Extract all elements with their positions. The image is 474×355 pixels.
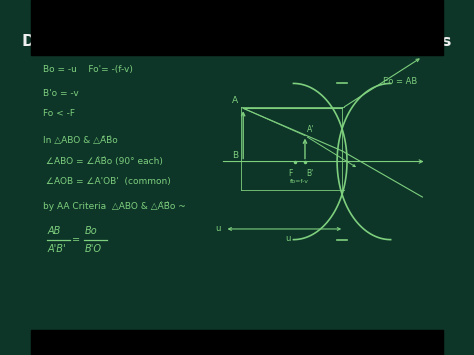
Text: by AA Criteria  △ABO & △ÂB̂o ~: by AA Criteria △ABO & △ÂB̂o ~ bbox=[44, 202, 186, 211]
Text: Fo < -F: Fo < -F bbox=[44, 109, 75, 118]
Text: Derivation of Lens Formula using Concave Lens: Derivation of Lens Formula using Concave… bbox=[22, 34, 452, 49]
Text: A: A bbox=[232, 97, 238, 105]
Text: ∠ABO = ∠ÂB̂o (90° each): ∠ABO = ∠ÂB̂o (90° each) bbox=[44, 157, 163, 166]
Text: AB: AB bbox=[47, 226, 61, 236]
Text: u: u bbox=[285, 234, 290, 243]
Text: B'o = -v: B'o = -v bbox=[44, 88, 79, 98]
Text: B': B' bbox=[306, 169, 313, 178]
Text: Bo = -u    Fo'= -(f-v): Bo = -u Fo'= -(f-v) bbox=[44, 65, 133, 74]
Text: Eo = AB: Eo = AB bbox=[383, 77, 417, 86]
Text: F: F bbox=[288, 169, 292, 178]
Bar bbox=[31, 330, 443, 355]
Bar bbox=[31, 0, 443, 55]
Text: A'B': A'B' bbox=[47, 244, 66, 253]
Text: u: u bbox=[215, 224, 220, 234]
Text: Bo: Bo bbox=[84, 226, 97, 236]
Text: B'O: B'O bbox=[84, 244, 101, 253]
Text: ∠AOB = ∠A'OB'  (common): ∠AOB = ∠A'OB' (common) bbox=[44, 176, 171, 186]
Text: B: B bbox=[232, 151, 238, 160]
Text: fb=f-v: fb=f-v bbox=[291, 179, 310, 184]
Text: In △ABO & △ÂB̂o: In △ABO & △ÂB̂o bbox=[44, 136, 118, 145]
Text: =: = bbox=[72, 235, 80, 245]
Text: A': A' bbox=[307, 125, 314, 134]
